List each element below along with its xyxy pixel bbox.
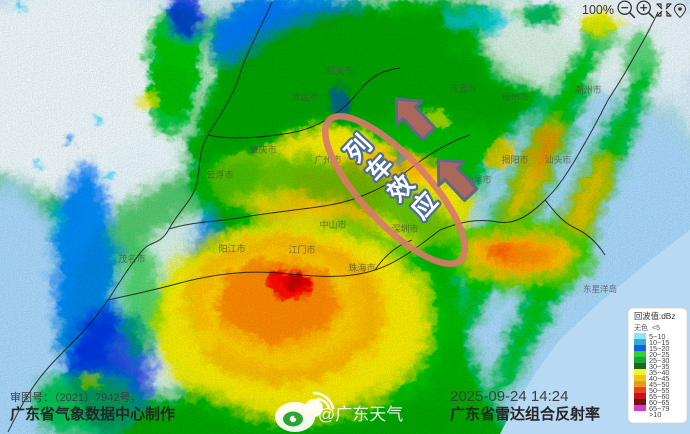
svg-text:汕头市: 汕头市 <box>544 154 571 165</box>
svg-text:回波值:dBz: 回波值:dBz <box>634 311 676 321</box>
svg-text:@广东天气: @广东天气 <box>318 405 403 424</box>
svg-text:东星洋岛: 东星洋岛 <box>583 284 617 294</box>
svg-text:>10: >10 <box>649 410 661 419</box>
svg-text:100%: 100% <box>582 3 614 17</box>
svg-text:中山市: 中山市 <box>319 219 346 230</box>
svg-text:肇庆市: 肇庆市 <box>249 144 276 155</box>
svg-text:阳江市: 阳江市 <box>218 243 245 254</box>
svg-text:2025-09-24 14:24: 2025-09-24 14:24 <box>450 388 568 405</box>
svg-text:广东省雷达组合反射率: 广东省雷达组合反射率 <box>450 405 600 423</box>
svg-text:珠海市: 珠海市 <box>348 262 375 273</box>
svg-text:河源市: 河源市 <box>449 83 476 94</box>
svg-text:潮州市: 潮州市 <box>574 84 601 95</box>
svg-text:审图号：（2021）7942号，: 审图号：（2021）7942号， <box>10 390 141 404</box>
svg-text:梅州市: 梅州市 <box>501 91 528 102</box>
svg-text:云浮市: 云浮市 <box>206 169 233 180</box>
svg-text:揭阳市: 揭阳市 <box>501 154 528 165</box>
svg-text:清远市: 清远市 <box>291 91 318 102</box>
svg-text:无色: 无色 <box>634 323 648 332</box>
svg-text:江门市: 江门市 <box>288 244 315 255</box>
svg-text:广东省气象数据中心制作: 广东省气象数据中心制作 <box>10 405 175 423</box>
svg-text:茂名市: 茂名市 <box>118 253 145 264</box>
svg-text:韶关市: 韶关市 <box>326 65 353 76</box>
svg-text:<5: <5 <box>652 325 660 332</box>
